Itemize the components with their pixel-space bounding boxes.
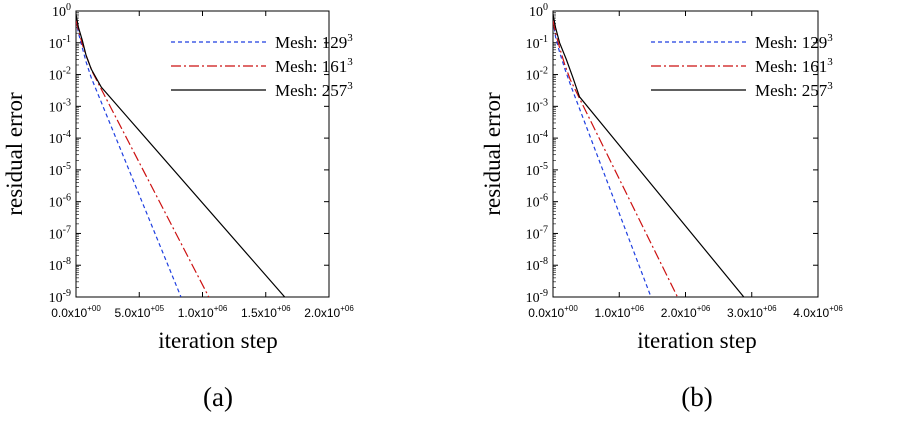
y-tick-label: 100 [529,2,548,20]
y-tick-label: 10-1 [526,34,548,52]
legend: Mesh: 1293 Mesh: 1613 Mesh: 2573 [651,32,833,100]
series-line-0 [553,20,652,297]
panel-label: (b) [681,382,712,412]
y-tick-label: 10-5 [49,161,71,179]
x-axis-label: iteration step [637,328,756,353]
y-tick-label: 10-9 [49,288,71,306]
plot-frame [552,10,819,298]
series-line-2 [553,13,745,297]
series-line-0 [76,20,182,297]
panel-label: (a) [203,382,233,412]
series-line-1 [553,20,679,297]
legend-label-0: Mesh: 1293 [275,32,353,52]
legend-label-2: Mesh: 2573 [755,80,833,100]
y-tick-label: 10-7 [526,224,548,242]
x-tick-label: 0.0x10+00 [528,304,578,320]
x-tick-label: 2.0x10+06 [661,304,711,320]
y-axis-label: residual error [2,92,27,216]
y-tick-label: 10-1 [49,34,71,52]
y-tick-label: 10-4 [526,129,548,147]
y-tick-label: 10-8 [526,256,548,274]
plot-frame [75,10,330,298]
series-line-1 [76,20,210,297]
y-tick-label: 100 [52,2,71,20]
y-tick-label: 10-8 [49,256,71,274]
y-tick-label: 10-3 [49,97,71,115]
legend-label-2: Mesh: 2573 [275,80,353,100]
x-tick-label: 0.0x10+00 [51,304,101,320]
y-tick-label: 10-6 [526,193,548,211]
legend: Mesh: 1293 Mesh: 1613 Mesh: 2573 [171,32,353,100]
legend-label-1: Mesh: 1613 [755,56,833,76]
legend-label-0: Mesh: 1293 [755,32,833,52]
chart-panel-b: 100 10-1 10-2 10-3 10-4 10-5 10-6 10-7 10-8 10-90… [480,2,843,412]
y-tick-label: 10-7 [49,224,71,242]
y-axis-label: residual error [480,92,505,216]
x-tick-label: 4.0x10+06 [793,304,843,320]
x-tick-label: 1.0x10+06 [594,304,644,320]
y-tick-label: 10-6 [49,193,71,211]
x-tick-label: 1.5x10+06 [241,304,291,320]
x-axis-label: iteration step [158,328,277,353]
x-tick-label: 1.0x10+06 [178,304,228,320]
chart-panel-a: 100 10-1 10-2 10-3 10-4 10-5 10-6 10-7 10-8 10-90… [2,2,354,412]
x-tick-label: 3.0x10+06 [727,304,777,320]
x-tick-label: 5.0x10+05 [114,304,164,320]
y-tick-label: 10-2 [526,66,548,84]
y-tick-label: 10-3 [526,97,548,115]
y-tick-label: 10-4 [49,129,71,147]
y-tick-label: 10-9 [526,288,548,306]
y-tick-label: 10-2 [49,66,71,84]
legend-label-1: Mesh: 1613 [275,56,353,76]
series-line-2 [76,13,286,297]
y-tick-label: 10-5 [526,161,548,179]
x-tick-label: 2.0x10+06 [304,304,354,320]
